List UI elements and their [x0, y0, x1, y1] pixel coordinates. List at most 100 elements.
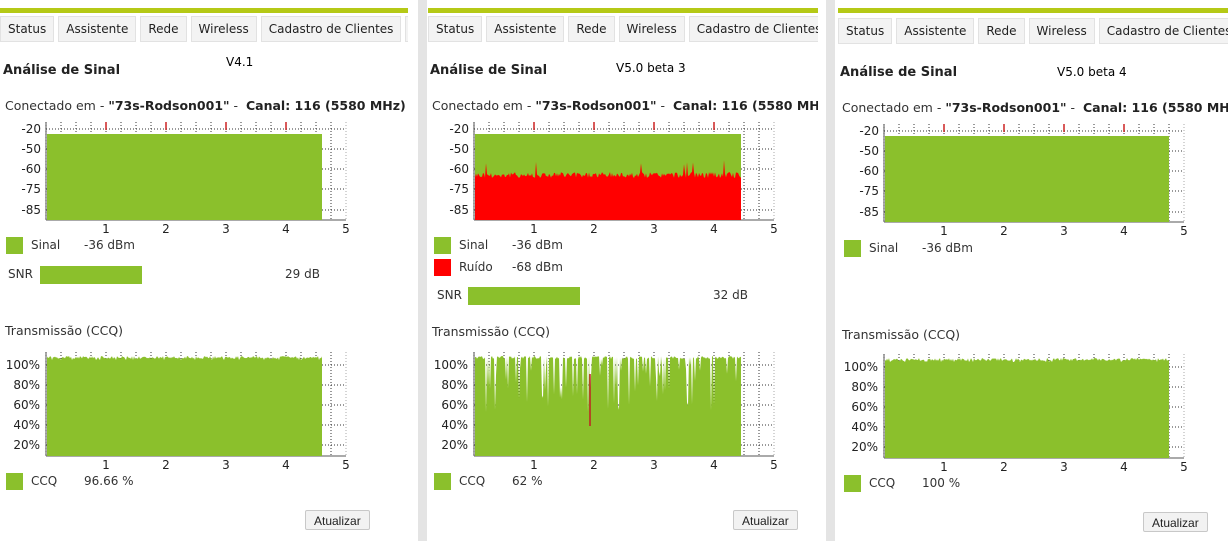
ccq-value: 96.66 %	[84, 474, 134, 488]
y-tick-label: -50	[21, 142, 41, 156]
y-tick-label: -75	[21, 182, 41, 196]
noise-area	[475, 160, 741, 220]
y-tick-label: -60	[449, 162, 469, 176]
y-tick-label: 100%	[6, 358, 40, 372]
x-tick-label: 2	[590, 222, 598, 236]
x-tick-label: 3	[1060, 460, 1068, 474]
tab-wireless[interactable]: Wireless	[1028, 18, 1095, 44]
ssid-text: "73s-Rodson001"	[945, 100, 1067, 115]
tab-rede[interactable]: Rede	[140, 16, 187, 42]
x-tick-label: 1	[530, 458, 538, 472]
accent-bar	[428, 8, 818, 13]
refresh-button[interactable]: Atualizar	[733, 510, 798, 530]
y-tick-label: -75	[859, 184, 879, 198]
page-title: Análise de Sinal	[3, 63, 121, 78]
signal-label: Sinal	[459, 238, 489, 252]
signal-legend: Sinal -36 dBm	[434, 237, 634, 255]
signal-label: Sinal	[31, 238, 61, 252]
tab-sistema[interactable]: Si	[405, 16, 408, 42]
x-tick-label: 2	[1000, 460, 1008, 474]
refresh-button[interactable]: Atualizar	[1143, 512, 1208, 532]
x-tick-label: 2	[1000, 224, 1008, 238]
y-tick-label: 40%	[13, 418, 40, 432]
ccq-legend: CCQ 100 %	[844, 475, 1044, 493]
x-tick-label: 1	[940, 460, 948, 474]
version-label: V5.0 beta 3	[616, 61, 686, 75]
tab-assistente[interactable]: Assistente	[896, 18, 975, 44]
snr-indicator: SNR 32 dB	[437, 287, 767, 305]
accent-bar	[838, 8, 1228, 13]
tab-bar: Status Assistente Rede Wireless Cadastro de …	[838, 18, 1228, 44]
tab-assistente[interactable]: Assistente	[58, 16, 137, 42]
version-label: V4.1	[226, 55, 254, 69]
y-tick-label: 100%	[844, 360, 878, 374]
y-tick-label: -75	[449, 182, 469, 196]
tab-cadastro-clientes[interactable]: Cadastro de Clientes	[688, 16, 818, 42]
x-tick-label: 1	[102, 222, 110, 236]
snr-bar	[468, 287, 580, 305]
ccq-area	[885, 358, 1169, 458]
signal-value: -36 dBm	[84, 238, 135, 252]
ccq-chart: 100% 80% 60% 40% 20% 1 2 3 4 5	[6, 352, 350, 472]
ccq-value: 62 %	[512, 474, 543, 488]
snr-value: 32 dB	[713, 288, 748, 302]
ssid-text: "73s-Rodson001"	[108, 98, 230, 113]
tab-cadastro-clientes[interactable]: Cadastro de Clientes	[1098, 18, 1228, 44]
panel-divider	[826, 0, 835, 541]
y-tick-label: 60%	[851, 400, 878, 414]
signal-value: -36 dBm	[922, 241, 973, 255]
x-tick-label: 4	[1120, 224, 1128, 238]
tab-cadastro-clientes[interactable]: Cadastro de Clientes	[260, 16, 402, 42]
accent-bar	[0, 8, 408, 13]
tab-rede[interactable]: Rede	[978, 18, 1025, 44]
tab-wireless[interactable]: Wireless	[618, 16, 685, 42]
x-tick-label: 3	[650, 222, 658, 236]
connected-prefix: Conectado em -	[432, 98, 536, 113]
signal-swatch	[844, 240, 861, 257]
signal-swatch	[6, 237, 23, 254]
ccq-value: 100 %	[922, 476, 961, 490]
tab-status[interactable]: Status	[838, 18, 893, 44]
y-tick-label: -20	[449, 122, 469, 136]
x-tick-label: 5	[342, 222, 350, 236]
channel-text: Canal: 116 (5580 MHz)	[672, 98, 818, 113]
panel-v50-beta3: Status Assistente Rede Wireless Cadastro de …	[428, 0, 818, 541]
snr-label: SNR	[8, 267, 33, 281]
connection-info: Conectado em - "73s-Rodson001" - Canal: …	[842, 100, 1228, 115]
refresh-button[interactable]: Atualizar	[305, 510, 370, 530]
y-tick-label: -60	[21, 162, 41, 176]
channel-text: Canal: 116 (5580 MHz)	[245, 98, 406, 113]
noise-legend: Ruído -68 dBm	[434, 259, 634, 277]
tab-assistente[interactable]: Assistente	[486, 16, 565, 42]
x-tick-label: 3	[222, 222, 230, 236]
ccq-label: CCQ	[459, 474, 486, 488]
y-tick-label: 80%	[441, 378, 468, 392]
x-tick-label: 4	[282, 222, 290, 236]
tab-status[interactable]: Status	[428, 16, 483, 42]
signal-chart: -20 -50 -60 -75 -85 1 2 3 4 5	[449, 122, 778, 236]
y-tick-label: 100%	[434, 358, 468, 372]
x-tick-label: 4	[710, 458, 718, 472]
ccq-label: CCQ	[869, 476, 896, 490]
x-tick-label: 5	[1180, 224, 1188, 238]
x-tick-label: 3	[650, 458, 658, 472]
x-tick-label: 1	[530, 222, 538, 236]
tab-wireless[interactable]: Wireless	[190, 16, 257, 42]
tab-rede[interactable]: Rede	[568, 16, 615, 42]
x-tick-label: 2	[590, 458, 598, 472]
y-tick-label: 60%	[13, 398, 40, 412]
x-tick-label: 5	[770, 458, 778, 472]
page-title: Análise de Sinal	[840, 65, 958, 80]
signal-area	[885, 136, 1169, 222]
signal-chart: -20 -50 -60 -75 -85 1 2 3 4 5	[21, 122, 350, 236]
connection-info: Conectado em - "73s-Rodson001" - Canal: …	[432, 98, 818, 113]
panel-v41: Status Assistente Rede Wireless Cadastro de …	[0, 0, 408, 541]
ccq-swatch	[6, 473, 23, 490]
separator-text: -	[229, 98, 246, 113]
ccq-section-title: Transmissão (CCQ)	[5, 323, 124, 338]
x-tick-label: 4	[710, 222, 718, 236]
signal-legend: Sinal -36 dBm	[6, 237, 206, 255]
y-tick-label: -85	[21, 203, 41, 217]
tab-status[interactable]: Status	[0, 16, 55, 42]
ccq-section-title: Transmissão (CCQ)	[842, 327, 961, 342]
